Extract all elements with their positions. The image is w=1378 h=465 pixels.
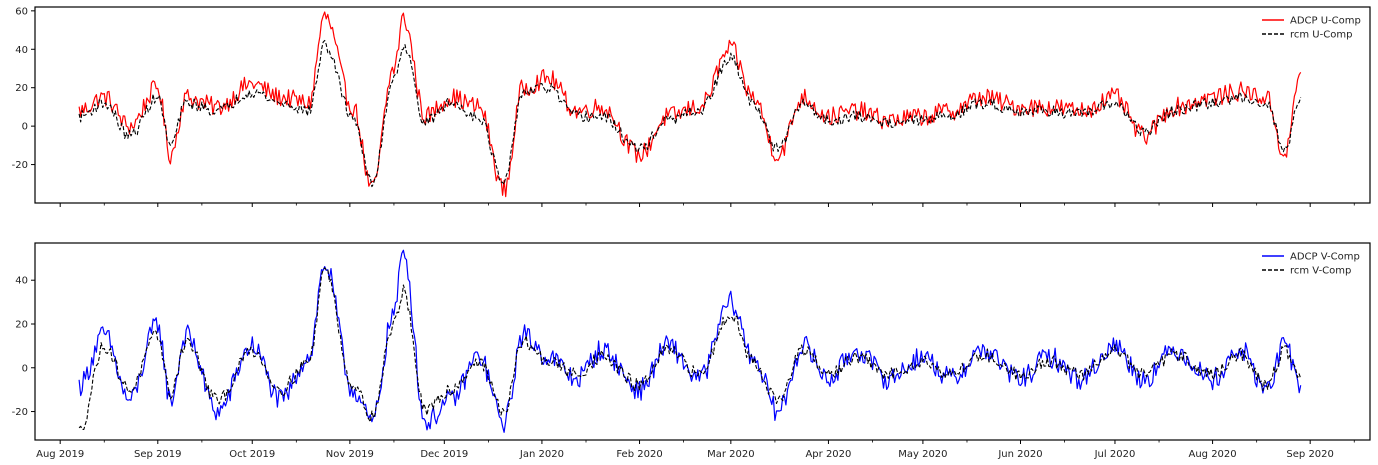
- y-tick-label: 40: [15, 276, 28, 287]
- panel-top: -20 0 20 40 60 ADCP U-Comp rcm U-Comp: [12, 6, 1371, 207]
- x-tick-label: Jul 2020: [1094, 449, 1136, 460]
- y-tick-label: 20: [15, 319, 28, 330]
- y-tick-label: -20: [12, 407, 28, 418]
- y-tick-label: 60: [15, 6, 28, 17]
- x-tick-label: Mar 2020: [707, 449, 755, 460]
- x-tick-label: Apr 2020: [805, 449, 851, 460]
- y-tick-label: 40: [15, 45, 28, 56]
- x-tick-label: Sep 2019: [134, 449, 181, 460]
- x-tick-label: Nov 2019: [326, 449, 374, 460]
- legend-label: ADCP V-Comp: [1290, 252, 1360, 263]
- series-line: [78, 39, 1302, 188]
- panels: -20 0 20 40 60 ADCP U-Comp rcm U-Comp -20 0 20 40 A…: [12, 6, 1371, 460]
- y-tick-label: -20: [12, 160, 28, 171]
- series-line: [78, 249, 1302, 433]
- x-tick-label: Jan 2020: [519, 449, 564, 460]
- legend-label: rcm V-Comp: [1290, 266, 1351, 277]
- series-line: [78, 267, 1302, 431]
- legend-label: rcm U-Comp: [1290, 30, 1352, 41]
- x-tick-label: Oct 2019: [229, 449, 275, 460]
- y-tick-label: 0: [22, 363, 28, 374]
- x-tick-label: Dec 2019: [420, 449, 468, 460]
- y-tick-label: 20: [15, 83, 28, 94]
- x-tick-label: Sep 2020: [1286, 449, 1333, 460]
- axes-frame: [34, 242, 1371, 441]
- x-tick-label: Aug 2020: [1188, 449, 1236, 460]
- x-tick-label: Jun 2020: [997, 449, 1042, 460]
- x-tick-label: Aug 2019: [36, 449, 84, 460]
- panel-bottom: -20 0 20 40 Aug 2019 Sep 2019 Oct 2019 Nov 2019…: [12, 242, 1371, 460]
- legend-label: ADCP U-Comp: [1290, 16, 1361, 27]
- x-tick-label: May 2020: [898, 449, 947, 460]
- x-tick-label: Feb 2020: [616, 449, 662, 460]
- y-tick-label: 0: [22, 122, 28, 133]
- axes-frame: [34, 6, 1371, 204]
